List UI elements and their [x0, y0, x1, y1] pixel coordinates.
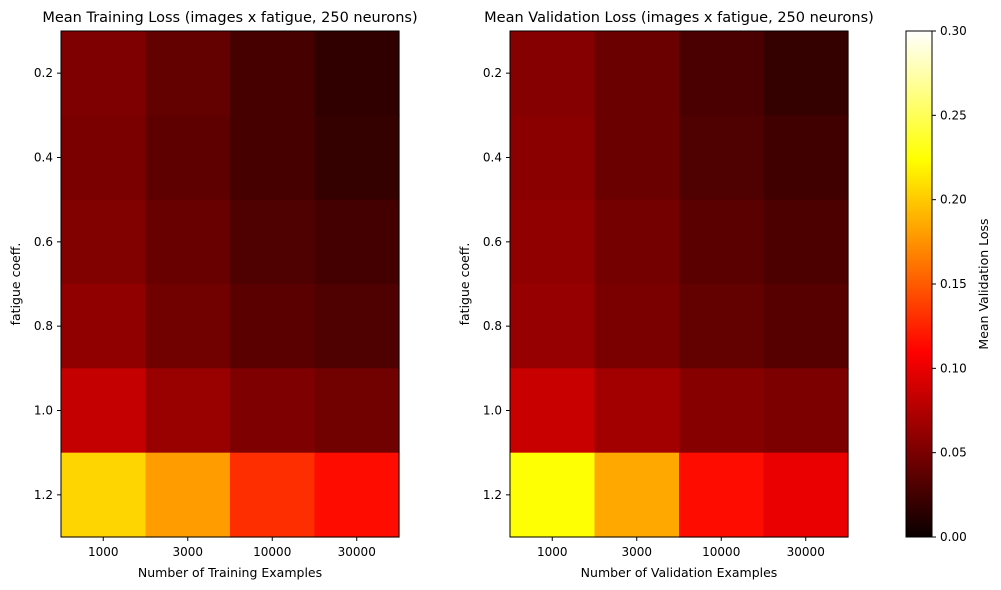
colorbar-tick-label: 0.15 — [940, 277, 967, 291]
heatmap-cell — [314, 284, 400, 369]
heatmap-cell — [230, 31, 316, 116]
heatmap-cell — [510, 115, 596, 201]
heatmap-cell — [763, 199, 849, 285]
heatmap-panel-training: Mean Training Loss (images x fatigue, 25… — [8, 10, 418, 580]
heatmap-cell — [61, 368, 147, 454]
y-axis: 0.2 0.4 0.6 0.8 1.0 1.2 — [34, 66, 61, 502]
heatmap-cell — [594, 31, 680, 116]
heatmap-panel-validation: Mean Validation Loss (images x fatigue, … — [457, 10, 874, 580]
heatmap-cell — [145, 284, 231, 369]
heatmap-cell — [594, 115, 680, 201]
y-tick-label: 0.6 — [34, 235, 53, 249]
heatmap-cell — [230, 199, 316, 285]
x-tick-label: 1000 — [537, 545, 568, 559]
heatmap-cell — [510, 284, 596, 369]
y-axis-label: fatigue coeff. — [457, 243, 472, 326]
colorbar-tick-label: 0.25 — [940, 108, 967, 122]
y-tick-label: 1.0 — [483, 404, 502, 418]
colorbar-tick-label: 0.20 — [940, 193, 967, 207]
colorbar-gradient — [906, 31, 932, 537]
heatmap-cell — [594, 284, 680, 369]
heatmap-cell — [61, 284, 147, 369]
heatmap-cell — [510, 368, 596, 454]
y-tick-label: 1.2 — [483, 488, 502, 502]
heatmap-cell — [314, 452, 400, 538]
y-tick-label: 0.2 — [34, 66, 53, 80]
x-tick-label: 10000 — [253, 545, 291, 559]
heatmap-cell — [145, 452, 231, 538]
colorbar-label: Mean Validation Loss — [976, 218, 991, 349]
heatmap-cell — [679, 284, 765, 369]
heatmap-cell — [594, 368, 680, 454]
heatmap-cell — [145, 199, 231, 285]
y-tick-label: 0.6 — [483, 235, 502, 249]
heatmap-cell — [594, 199, 680, 285]
heatmap-cell — [145, 115, 231, 201]
colorbar-tick-label: 0.30 — [940, 24, 967, 38]
y-axis: 0.2 0.4 0.6 0.8 1.0 1.2 — [483, 66, 510, 502]
heatmap-cell — [679, 452, 765, 538]
heatmap-cell — [230, 452, 316, 538]
heatmap-cell — [510, 31, 596, 116]
heatmap-cell — [230, 284, 316, 369]
heatmap-cell — [763, 115, 849, 201]
x-tick-label: 1000 — [88, 545, 119, 559]
y-tick-label: 0.2 — [483, 66, 502, 80]
heatmap-cell — [763, 452, 849, 538]
x-tick-label: 3000 — [172, 545, 203, 559]
y-axis-label: fatigue coeff. — [8, 243, 23, 326]
chart-title: Mean Validation Loss (images x fatigue, … — [484, 10, 874, 26]
plot-frame — [509, 30, 849, 538]
x-axis: 1000 3000 10000 30000 — [537, 537, 825, 559]
x-axis-label: Number of Training Examples — [138, 565, 322, 580]
colorbar-tick-label: 0.05 — [940, 446, 967, 460]
heatmap-cell — [145, 31, 231, 116]
heatmap-cell — [510, 199, 596, 285]
y-tick-label: 0.8 — [34, 319, 53, 333]
x-tick-label: 3000 — [621, 545, 652, 559]
heatmap-cell — [230, 368, 316, 454]
heatmap-cell — [61, 31, 147, 116]
heatmap-cell — [61, 115, 147, 201]
x-axis: 1000 3000 10000 30000 — [88, 537, 376, 559]
x-axis-label: Number of Validation Examples — [581, 565, 778, 580]
plot-frame — [60, 30, 400, 538]
x-tick-label: 10000 — [702, 545, 740, 559]
y-tick-label: 0.4 — [34, 151, 53, 165]
colorbar-ticks: 0.00 0.05 0.10 0.15 0.20 0.25 0.30 — [932, 24, 967, 544]
heatmap-cells — [510, 31, 849, 538]
heatmap-cell — [763, 368, 849, 454]
x-tick-label: 30000 — [338, 545, 376, 559]
y-tick-label: 0.4 — [483, 151, 502, 165]
heatmap-cell — [61, 199, 147, 285]
y-tick-label: 1.2 — [34, 488, 53, 502]
heatmap-cell — [314, 199, 400, 285]
colorbar-tick-label: 0.10 — [940, 361, 967, 375]
heatmap-cell — [679, 31, 765, 116]
heatmap-cell — [679, 199, 765, 285]
heatmap-cell — [763, 31, 849, 116]
heatmap-cell — [679, 115, 765, 201]
heatmap-cell — [61, 452, 147, 538]
heatmap-cell — [314, 115, 400, 201]
heatmap-cell — [510, 452, 596, 538]
chart-title: Mean Training Loss (images x fatigue, 25… — [42, 10, 417, 26]
heatmap-cell — [314, 368, 400, 454]
heatmap-cell — [763, 284, 849, 369]
x-tick-label: 30000 — [787, 545, 825, 559]
colorbar-tick-label: 0.00 — [940, 530, 967, 544]
y-tick-label: 1.0 — [34, 404, 53, 418]
heatmap-cell — [679, 368, 765, 454]
y-tick-label: 0.8 — [483, 319, 502, 333]
colorbar: 0.00 0.05 0.10 0.15 0.20 0.25 0.30 Mean Valida… — [905, 24, 991, 544]
heatmap-cell — [145, 368, 231, 454]
heatmap-cell — [314, 31, 400, 116]
heatmap-cell — [594, 452, 680, 538]
heatmap-cell — [230, 115, 316, 201]
heatmap-cells — [61, 31, 400, 538]
